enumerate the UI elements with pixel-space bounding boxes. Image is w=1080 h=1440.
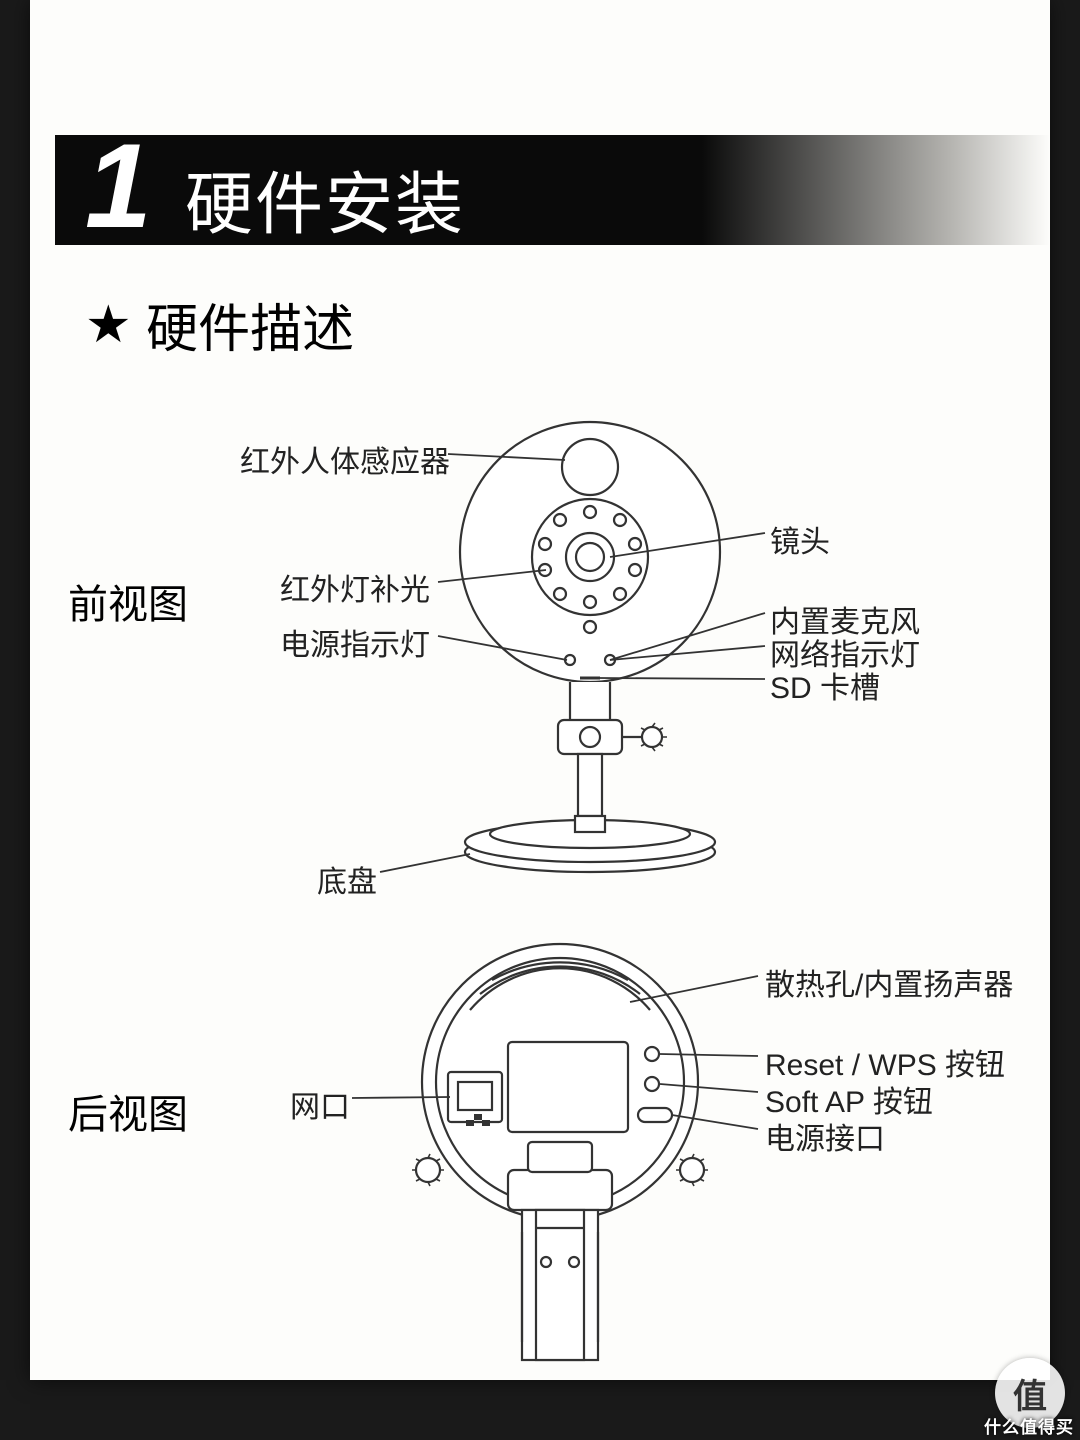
section-number: 1	[85, 117, 152, 255]
manual-page: 1 硬件安装 ★ 硬件描述 前视图 红外人体感应器 红外灯补光 电源指示灯 底盘…	[30, 0, 1050, 1380]
camera-front-svg	[30, 402, 1050, 922]
section-title: 硬件安装	[185, 149, 465, 248]
rear-view-figure: 后视图 散热孔/内置扬声器 Reset / WPS 按钮 Soft AP 按钮 …	[30, 932, 1050, 1392]
star-icon: ★	[85, 295, 132, 355]
subsection-row: ★ 硬件描述	[85, 287, 1050, 362]
camera-rear-svg	[30, 932, 1050, 1372]
watermark-text: 什么值得买	[984, 1413, 1074, 1438]
subsection-title: 硬件描述	[146, 287, 354, 362]
front-view-figure: 前视图 红外人体感应器 红外灯补光 电源指示灯 底盘 镜头 内置麦克风 网络指示…	[30, 402, 1050, 922]
section-header: 1 硬件安装	[55, 135, 1050, 245]
